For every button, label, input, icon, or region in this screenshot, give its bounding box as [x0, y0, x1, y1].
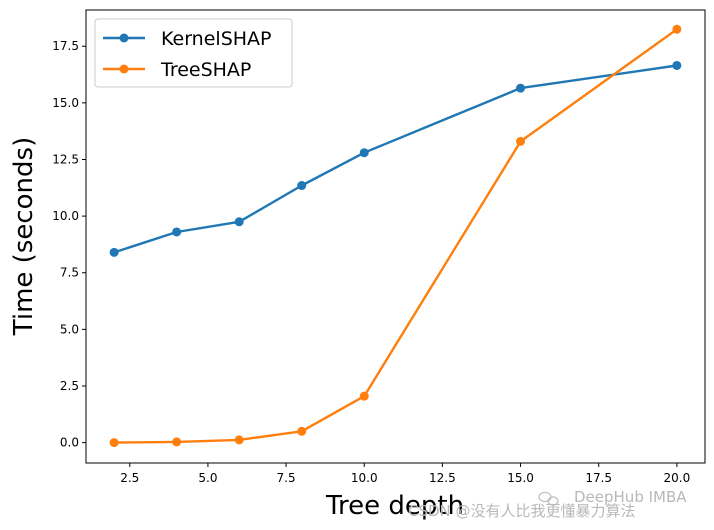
y-tick-label: 10.0 [52, 209, 79, 223]
x-tick-label: 20.0 [664, 471, 691, 485]
y-tick-label: 17.5 [52, 39, 79, 53]
legend-marker-kernelshap [119, 33, 129, 43]
x-tick-label: 17.5 [585, 471, 612, 485]
data-point-kernelshap [234, 217, 244, 227]
data-point-kernelshap [516, 83, 526, 93]
watermark-text: CSDN @没有人比我更懂暴力算法 [408, 502, 636, 520]
x-tick-label: 10.0 [351, 471, 378, 485]
plot-frame [85, 9, 706, 464]
legend-label-treeshap: TreeSHAP [160, 59, 251, 81]
axes-layer: 2.5 5.0 7.5 10.0 12.5 15.0 17.5 20.0 0.0 2.5 5.0 7.… [52, 39, 690, 485]
x-axis-title: Tree depth [325, 491, 464, 521]
y-tick-label: 0.0 [60, 436, 79, 450]
x-tick-label: 12.5 [429, 471, 456, 485]
legend-marker-treeshap [119, 64, 129, 74]
data-point-treeshap [172, 437, 182, 447]
legend: KernelSHAP TreeSHAP [94, 18, 293, 88]
data-point-kernelshap [672, 60, 682, 70]
data-point-treeshap [234, 435, 244, 445]
x-tick-label: 2.5 [120, 471, 139, 485]
y-tick-label: 12.5 [52, 152, 79, 166]
x-tick-label: 15.0 [507, 471, 534, 485]
data-point-treeshap [359, 391, 369, 401]
wechat-icon [538, 491, 559, 506]
series-layer [109, 24, 682, 448]
data-point-treeshap [672, 24, 682, 34]
y-tick-label: 2.5 [60, 379, 79, 393]
y-tick-label: 15.0 [52, 96, 79, 110]
x-tick-label: 7.5 [277, 471, 296, 485]
y-tick-label: 5.0 [60, 322, 79, 336]
x-tick-label: 5.0 [198, 471, 217, 485]
data-point-kernelshap [297, 181, 307, 191]
y-axis-title: Time (seconds) [9, 137, 39, 336]
y-tick-label: 7.5 [60, 266, 79, 280]
legend-label-kernelshap: KernelSHAP [161, 28, 272, 50]
data-point-treeshap [109, 438, 119, 448]
data-point-treeshap [297, 426, 307, 436]
data-point-kernelshap [109, 247, 119, 257]
watermark: DeepHub IMBA CSDN @没有人比我更懂暴力算法 [408, 488, 687, 520]
watermark-brand: DeepHub IMBA [574, 488, 687, 506]
data-point-kernelshap [172, 227, 182, 237]
data-point-treeshap [516, 136, 526, 146]
data-point-kernelshap [359, 148, 369, 158]
